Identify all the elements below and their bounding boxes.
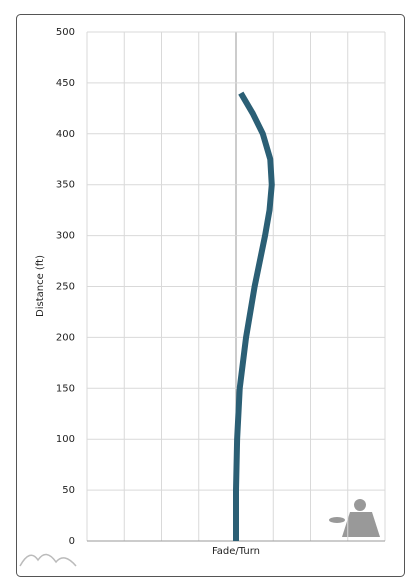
logo-right xyxy=(329,499,380,537)
logo-left xyxy=(19,553,77,567)
y-tick-label: 300 xyxy=(56,231,75,242)
y-tick-label: 200 xyxy=(56,332,75,343)
y-tick-label: 0 xyxy=(69,536,75,547)
y-tick-label: 400 xyxy=(56,129,75,140)
y-tick-label: 450 xyxy=(56,78,75,89)
y-tick-label: 150 xyxy=(56,383,75,394)
x-axis-label: Fade/Turn xyxy=(212,546,260,557)
flight-path xyxy=(233,91,275,541)
y-tick-label: 350 xyxy=(56,180,75,191)
y-tick-label: 250 xyxy=(56,282,75,293)
y-tick-label: 50 xyxy=(62,485,75,496)
y-tick-label: 500 xyxy=(56,27,75,38)
chart-frame xyxy=(16,14,405,577)
y-tick-label: 100 xyxy=(56,434,75,445)
y-axis-label: Distance (ft) xyxy=(35,255,46,317)
